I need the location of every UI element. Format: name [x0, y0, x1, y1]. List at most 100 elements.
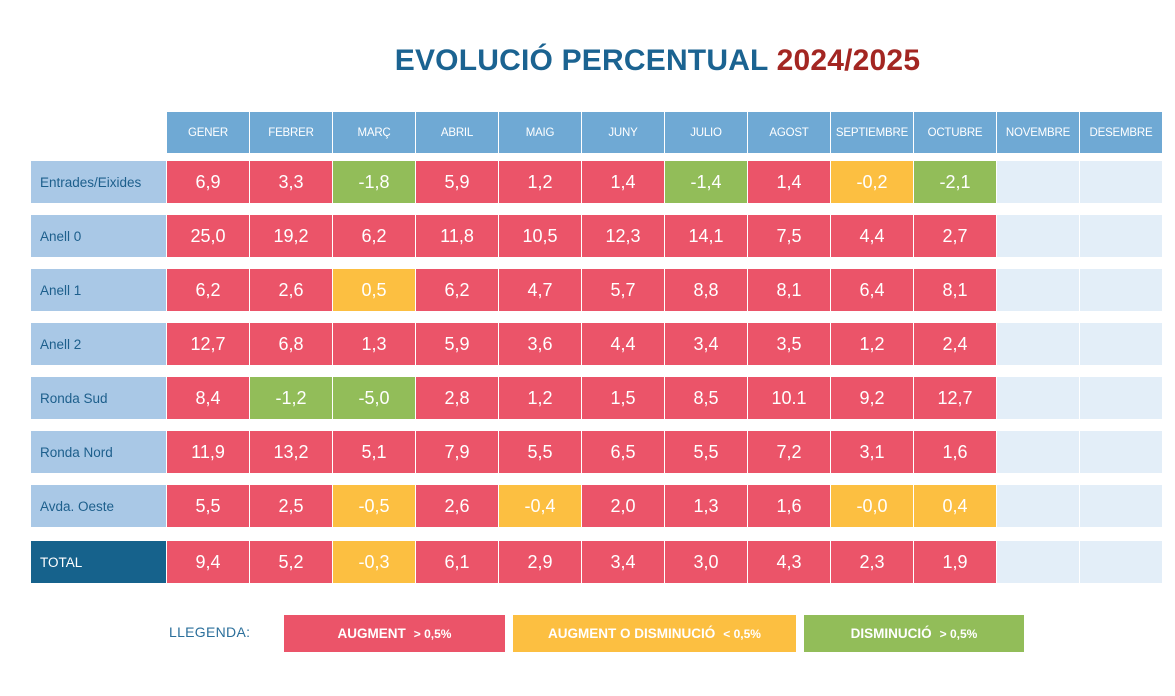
column-header-febrer: FEBRER — [250, 112, 332, 153]
column-header-julio: JULIO — [665, 112, 747, 153]
value-cell-up: 5,5 — [167, 485, 249, 527]
value-cell-up: 25,0 — [167, 215, 249, 257]
row-label: Ronda Sud — [31, 377, 166, 419]
value-cell-up: 5,9 — [416, 161, 498, 203]
table-row: Avda. Oeste 5,5 2,5 -0,5 2,6 -0,4 2,0 1,3 1,6 -0,… — [31, 485, 1163, 527]
legend-item-neutral: AUGMENT O DISMINUCIÓ < 0,5% — [513, 615, 796, 652]
value-cell-up: 5,1 — [333, 431, 415, 473]
value-cell-up: 12,7 — [167, 323, 249, 365]
legend-item-text: DISMINUCIÓ — [850, 626, 932, 641]
legend-item-decrease: DISMINUCIÓ > 0,5% — [804, 615, 1024, 652]
value-cell-up: 6,2 — [416, 269, 498, 311]
value-cell-down: -1,2 — [250, 377, 332, 419]
column-header-març: MARÇ — [333, 112, 415, 153]
value-cell-mid: -0,2 — [831, 161, 913, 203]
value-cell-up: 7,9 — [416, 431, 498, 473]
value-cell-up: 12,7 — [914, 377, 996, 419]
value-cell-up: 8,8 — [665, 269, 747, 311]
table-row: Entrades/Eixides 6,9 3,3 -1,8 5,9 1,2 1,4 -1,4 1… — [31, 161, 1163, 203]
value-cell-none — [997, 269, 1079, 311]
value-cell-mid: -0,0 — [831, 485, 913, 527]
value-cell-up: 6,5 — [582, 431, 664, 473]
table-row: Anell 0 25,0 19,2 6,2 11,8 10,5 12,3 14,1 7,5 4,4… — [31, 215, 1163, 257]
legend-item-text: AUGMENT — [337, 626, 406, 641]
value-cell-up: 3,3 — [250, 161, 332, 203]
value-cell-up: 12,3 — [582, 215, 664, 257]
value-cell-up: 5,5 — [499, 431, 581, 473]
value-cell-down: -1,8 — [333, 161, 415, 203]
value-cell-up: 1,9 — [914, 541, 996, 583]
table-row: Anell 2 12,7 6,8 1,3 5,9 3,6 4,4 3,4 3,5 1,2 2,4 — [31, 323, 1163, 365]
value-cell-up: 14,1 — [665, 215, 747, 257]
value-cell-up: 4,4 — [831, 215, 913, 257]
value-cell-up: 11,8 — [416, 215, 498, 257]
value-cell-none — [1080, 377, 1162, 419]
value-cell-up: 3,0 — [665, 541, 747, 583]
table-row: Ronda Nord 11,9 13,2 5,1 7,9 5,5 6,5 5,5 7,2 3,1 1… — [31, 431, 1163, 473]
value-cell-none — [997, 323, 1079, 365]
value-cell-up: 2,8 — [416, 377, 498, 419]
value-cell-mid: 0,4 — [914, 485, 996, 527]
total-row: TOTAL 9,4 5,2 -0,3 6,1 2,9 3,4 3,0 4,3 2,3 1,9 — [31, 541, 1163, 583]
column-header-novembre: NOVEMBRE — [997, 112, 1079, 153]
value-cell-up: 2,0 — [582, 485, 664, 527]
legend-item-threshold: > 0,5% — [413, 626, 452, 641]
value-cell-none — [1080, 541, 1162, 583]
legend-item-threshold: < 0,5% — [723, 626, 761, 641]
value-cell-down: -5,0 — [333, 377, 415, 419]
value-cell-none — [1080, 323, 1162, 365]
legend-item-threshold: > 0,5% — [939, 626, 978, 641]
value-cell-up: 2,6 — [250, 269, 332, 311]
value-cell-none — [997, 377, 1079, 419]
value-cell-up: 8,5 — [665, 377, 747, 419]
value-cell-up: 2,6 — [416, 485, 498, 527]
value-cell-up: 7,2 — [748, 431, 830, 473]
value-cell-none — [997, 215, 1079, 257]
value-cell-none — [997, 541, 1079, 583]
value-cell-up: 13,2 — [250, 431, 332, 473]
value-cell-none — [997, 161, 1079, 203]
value-cell-none — [1080, 215, 1162, 257]
value-cell-up: 5,7 — [582, 269, 664, 311]
value-cell-up: 6,1 — [416, 541, 498, 583]
title-main: EVOLUCIÓ PERCENTUAL — [394, 44, 769, 77]
value-cell-up: 8,1 — [748, 269, 830, 311]
value-cell-mid: -0,5 — [333, 485, 415, 527]
value-cell-up: 1,4 — [748, 161, 830, 203]
value-cell-up: 2,9 — [499, 541, 581, 583]
value-cell-down: -2,1 — [914, 161, 996, 203]
legend-label: LLEGENDA: — [169, 624, 251, 640]
row-label: Ronda Nord — [31, 431, 166, 473]
value-cell-up: 1,2 — [499, 377, 581, 419]
column-header-maig: MAIG — [499, 112, 581, 153]
column-header-octubre: OCTUBRE — [914, 112, 996, 153]
value-cell-mid: 0,5 — [333, 269, 415, 311]
row-label: Anell 2 — [31, 323, 166, 365]
row-label: Avda. Oeste — [31, 485, 166, 527]
row-label: TOTAL — [31, 541, 166, 583]
value-cell-up: 3,5 — [748, 323, 830, 365]
value-cell-up: 4,4 — [582, 323, 664, 365]
value-cell-up: 8,1 — [914, 269, 996, 311]
legend-item-increase: AUGMENT > 0,5% — [284, 615, 505, 652]
value-cell-up: 1,4 — [582, 161, 664, 203]
value-cell-mid: -0,3 — [333, 541, 415, 583]
value-cell-up: 1,5 — [582, 377, 664, 419]
value-cell-mid: -0,4 — [499, 485, 581, 527]
column-header-septiembre: SEPTIEMBRE — [831, 112, 913, 153]
column-header-gener: GENER — [167, 112, 249, 153]
value-cell-up: 6,8 — [250, 323, 332, 365]
value-cell-up: 5,9 — [416, 323, 498, 365]
value-cell-up: 3,4 — [582, 541, 664, 583]
value-cell-up: 11,9 — [167, 431, 249, 473]
value-cell-up: 6,4 — [831, 269, 913, 311]
value-cell-none — [997, 485, 1079, 527]
value-cell-up: 3,4 — [665, 323, 747, 365]
header-spacer — [31, 112, 166, 154]
header-row: GENER FEBRER MARÇ ABRIL MAIG JUNY JULIO AGOST SE… — [31, 112, 1163, 154]
table-row: Ronda Sud 8,4 -1,2 -5,0 2,8 1,2 1,5 8,5 10.1 9,2 1… — [31, 377, 1163, 419]
value-cell-none — [1080, 161, 1162, 203]
value-cell-up: 6,9 — [167, 161, 249, 203]
column-header-abril: ABRIL — [416, 112, 498, 153]
value-cell-none — [1080, 269, 1162, 311]
